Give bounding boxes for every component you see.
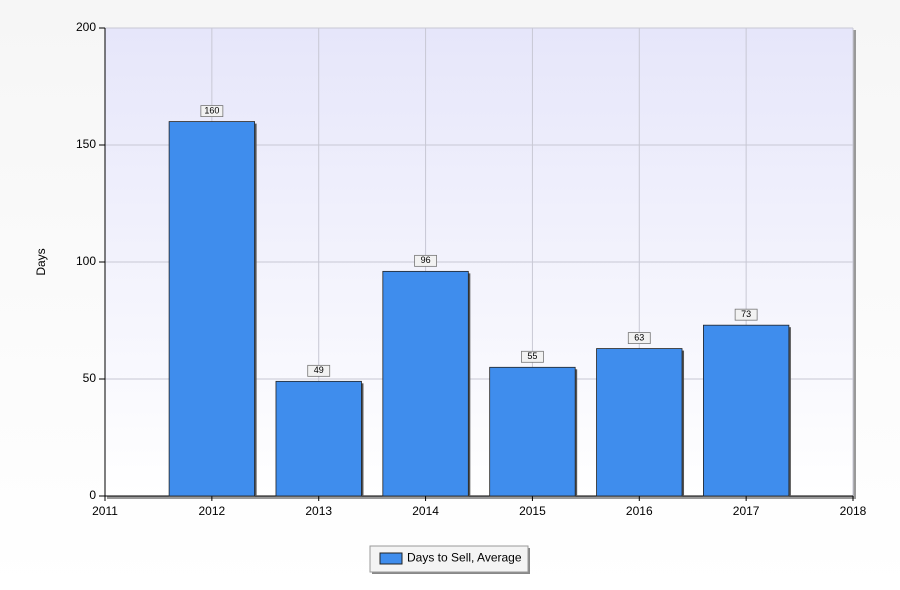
legend-swatch	[379, 552, 403, 565]
value-label-box	[414, 254, 437, 267]
y-tick-label: 50	[83, 371, 97, 385]
y-tick-label: 200	[76, 20, 96, 34]
x-tick-label: 2011	[92, 504, 118, 518]
value-label: 55	[527, 351, 537, 361]
value-label-box	[627, 332, 651, 344]
value-label: 73	[741, 309, 751, 319]
value-label-box	[307, 364, 331, 377]
legend-label: Days to Sell, Average	[407, 551, 522, 565]
x-tick-label: 2018	[840, 504, 867, 518]
bar	[275, 380, 362, 497]
y-axis-title: Days	[34, 248, 48, 275]
x-tick-label: 2013	[305, 504, 332, 518]
bar	[703, 324, 790, 497]
value-label: 49	[314, 365, 324, 375]
x-tick-label: 2012	[199, 504, 226, 518]
value-label-box	[734, 308, 758, 321]
bar	[382, 270, 469, 497]
bar	[489, 366, 576, 497]
bar	[596, 348, 683, 497]
value-label-box	[200, 105, 224, 117]
value-label: 160	[204, 105, 219, 115]
y-tick-label: 0	[89, 488, 96, 502]
x-tick-label: 2015	[519, 504, 546, 518]
x-tick-label: 2016	[626, 504, 653, 518]
y-tick-label: 150	[76, 137, 96, 151]
value-label: 63	[634, 332, 644, 342]
bar	[168, 121, 256, 497]
x-tick-label: 2017	[733, 504, 760, 518]
y-tick-label: 100	[76, 254, 96, 268]
value-label: 96	[421, 255, 431, 265]
value-label-box	[521, 350, 544, 363]
legend: Days to Sell, Average	[369, 545, 530, 574]
x-tick-label: 2014	[412, 504, 439, 518]
